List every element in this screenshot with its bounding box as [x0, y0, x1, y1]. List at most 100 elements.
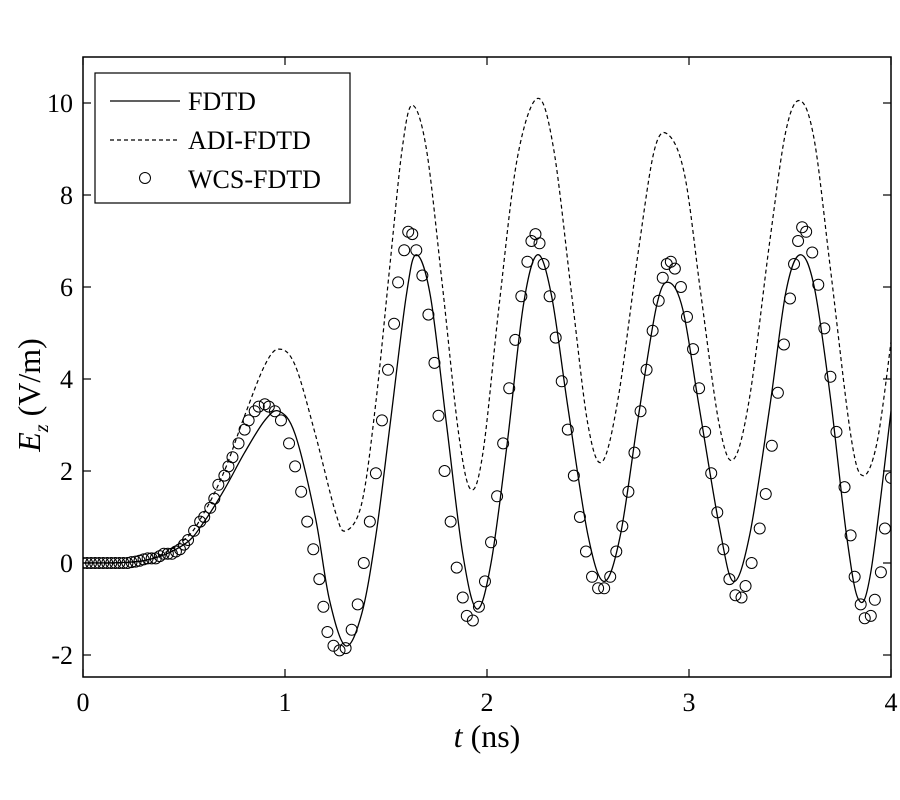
x-tick-label: 0: [77, 688, 90, 717]
wcs-fdtd-marker: [345, 623, 358, 636]
x-tick-label: 3: [683, 688, 696, 717]
wcs-fdtd-marker: [375, 414, 388, 427]
wcs-fdtd-marker: [428, 356, 441, 369]
wcs-fdtd-marker: [664, 255, 677, 268]
wcs-fdtd-marker: [693, 382, 706, 395]
wcs-fdtd-marker: [333, 644, 346, 657]
wcs-fdtd-marker: [604, 570, 617, 583]
wcs-fdtd-marker: [674, 281, 687, 293]
wcs-fdtd-marker: [885, 471, 891, 484]
wcs-fdtd-marker: [392, 276, 405, 289]
legend-wcs-fdtd-label: WCS-FDTD: [188, 165, 321, 194]
wcs-fdtd-marker: [854, 598, 867, 611]
wcs-fdtd-marker: [406, 228, 419, 241]
wcs-fdtd-marker: [503, 382, 516, 395]
wcs-fdtd-marker: [83, 557, 94, 569]
wcs-fdtd-marker: [660, 258, 673, 270]
wcs-fdtd-marker: [652, 294, 665, 307]
wcs-fdtd-marker: [812, 278, 825, 291]
wcs-fdtd-marker: [402, 225, 415, 238]
wcs-fdtd-marker: [656, 271, 669, 284]
wcs-fdtd-marker: [573, 511, 586, 523]
wcs-fdtd-marker: [765, 439, 778, 452]
series-adi-fdtd-line: [83, 97, 891, 564]
wcs-fdtd-marker: [398, 244, 411, 257]
y-axis-label: Ez (V/m): [11, 338, 53, 453]
wcs-fdtd-marker: [295, 485, 308, 498]
y-tick-label: 0: [60, 549, 73, 578]
wcs-fdtd-marker: [105, 557, 118, 569]
wcs-fdtd-marker: [410, 244, 423, 257]
wcs-fdtd-marker: [784, 292, 796, 305]
wcs-fdtd-marker: [198, 511, 211, 523]
wcs-fdtd-marker: [745, 557, 758, 569]
wcs-fdtd-marker: [521, 255, 534, 268]
wcs-fdtd-marker: [357, 557, 370, 569]
wcs-fdtd-marker: [178, 538, 190, 551]
wcs-fdtd-marker: [515, 290, 528, 303]
wcs-fdtd-marker: [616, 520, 629, 533]
wcs-fdtd-marker: [252, 400, 265, 413]
wcs-fdtd-marker: [622, 485, 635, 498]
wcs-fdtd-marker: [771, 386, 784, 399]
wcs-fdtd-marker: [83, 557, 89, 569]
wcs-fdtd-marker: [711, 506, 724, 519]
wcs-fdtd-marker: [89, 557, 102, 569]
wcs-fdtd-marker: [242, 414, 255, 427]
y-tick-label: 2: [60, 457, 73, 486]
wcs-fdtd-marker: [145, 552, 158, 565]
wcs-fdtd-marker: [226, 451, 239, 464]
wcs-fdtd-marker: [491, 490, 504, 503]
legend: FDTD ADI-FDTD WCS-FDTD: [94, 72, 351, 204]
wcs-fdtd-marker: [351, 598, 364, 611]
wcs-fdtd-marker: [497, 437, 510, 450]
wcs-fdtd-marker: [844, 529, 857, 542]
wcs-fdtd-marker: [85, 557, 98, 569]
wcs-fdtd-marker: [561, 423, 574, 436]
wcs-fdtd-marker: [466, 614, 479, 627]
y-tick-label: -2: [51, 641, 73, 670]
wcs-fdtd-marker: [735, 591, 748, 604]
wcs-fdtd-marker: [194, 515, 207, 528]
wcs-fdtd-marker: [317, 600, 330, 613]
y-tick-label: 8: [60, 181, 73, 210]
wcs-fdtd-marker: [868, 593, 881, 606]
wcs-fdtd-marker: [739, 580, 752, 592]
wcs-fdtd-marker: [327, 639, 340, 652]
wcs-fdtd-marker: [485, 536, 498, 549]
wcs-fdtd-marker: [668, 262, 681, 275]
wcs-fdtd-marker: [792, 235, 805, 247]
x-tick-label: 2: [481, 688, 494, 717]
wcs-fdtd-marker: [388, 317, 401, 330]
wcs-fdtd-marker: [646, 324, 659, 337]
wcs-fdtd-marker: [598, 582, 611, 595]
wcs-fdtd-marker: [113, 557, 126, 569]
wcs-fdtd-marker: [525, 235, 538, 247]
wcs-fdtd-marker: [824, 370, 837, 383]
wcs-fdtd-marker: [141, 552, 154, 565]
wcs-fdtd-marker: [586, 570, 599, 583]
wcs-fdtd-marker: [129, 555, 142, 568]
wcs-fdtd-marker: [460, 609, 473, 622]
wcs-fdtd-marker: [848, 570, 861, 583]
wcs-fdtd-marker: [382, 363, 395, 376]
wcs-fdtd-marker: [759, 488, 772, 500]
wcs-fdtd-marker: [283, 437, 296, 450]
wcs-fdtd-marker: [567, 469, 580, 482]
wcs-fdtd-marker: [634, 405, 647, 418]
wcs-fdtd-marker: [301, 515, 314, 528]
wcs-fdtd-marker: [680, 310, 693, 323]
wcs-fdtd-marker: [313, 573, 326, 586]
wcs-fdtd-marker: [157, 547, 170, 560]
series-wcs-fdtd-markers: [83, 221, 891, 657]
wcs-fdtd-marker: [549, 331, 562, 344]
wcs-fdtd-marker: [422, 308, 435, 321]
wcs-fdtd-marker: [321, 626, 334, 638]
wcs-fdtd-marker: [450, 561, 463, 574]
wcs-fdtd-marker: [543, 290, 556, 303]
wcs-fdtd-marker: [796, 221, 809, 234]
x-axis-label: t (ns): [454, 718, 521, 754]
wcs-fdtd-marker: [456, 591, 469, 604]
legend-adi-fdtd-label: ADI-FDTD: [188, 126, 311, 155]
